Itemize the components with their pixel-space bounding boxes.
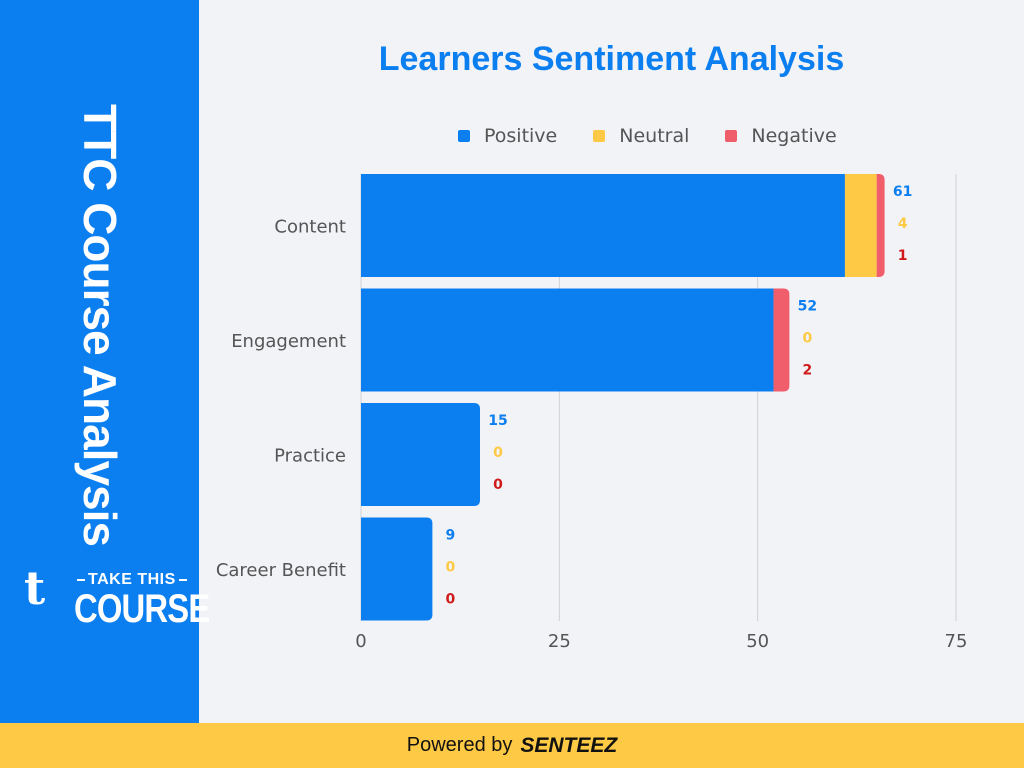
value-label-content-negative: 1 xyxy=(898,248,908,264)
value-label-career-benefit-neutral: 0 xyxy=(446,560,456,576)
value-label-practice-positive: 15 xyxy=(488,413,507,429)
take-this-course-logo[interactable]: t TAKE THIS COURSE xyxy=(24,561,210,635)
legend-swatch-positive xyxy=(458,130,470,142)
x-tick-label-0: 0 xyxy=(355,631,366,652)
bar-content-neutral[interactable] xyxy=(844,174,877,277)
bar-engagement-positive[interactable] xyxy=(361,288,774,392)
value-label-content-neutral: 4 xyxy=(898,216,908,232)
legend-swatch-neutral xyxy=(593,130,606,142)
bar-content-negative[interactable] xyxy=(876,174,885,277)
footer-powered-by: Powered by xyxy=(406,734,513,756)
legend-item-negative[interactable]: Negative xyxy=(725,125,837,147)
legend-swatch-negative xyxy=(725,130,738,142)
legend-label-negative: Negative xyxy=(751,125,837,147)
value-label-engagement-negative: 2 xyxy=(803,363,813,379)
value-label-engagement-neutral: 0 xyxy=(803,331,813,347)
value-label-career-benefit-negative: 0 xyxy=(446,592,456,608)
value-label-career-benefit-positive: 9 xyxy=(446,528,456,544)
value-label-engagement-positive: 52 xyxy=(798,299,817,315)
value-label-practice-negative: 0 xyxy=(493,477,503,493)
logo-course: COURSE xyxy=(74,587,210,631)
y-label-engagement: Engagement xyxy=(231,331,346,352)
bar-engagement-negative[interactable] xyxy=(773,288,790,392)
bar-content-positive[interactable] xyxy=(361,174,845,277)
legend-item-positive[interactable]: Positive xyxy=(458,125,557,147)
x-tick-label-50: 50 xyxy=(746,631,769,652)
sidebar: TTC Course Analysis t TAKE THIS COURSE xyxy=(0,0,210,768)
y-label-practice: Practice xyxy=(274,446,346,467)
value-label-practice-neutral: 0 xyxy=(493,445,503,461)
legend-label-neutral: Neutral xyxy=(619,125,690,147)
legend-item-neutral[interactable]: Neutral xyxy=(593,125,689,147)
legend-label-positive: Positive xyxy=(484,125,558,147)
chart-title: Learners Sentiment Analysis xyxy=(378,40,845,78)
bar-practice-positive[interactable] xyxy=(361,403,480,506)
y-label-career-benefit: Career Benefit xyxy=(216,560,346,581)
y-label-content: Content xyxy=(274,217,346,238)
chart-legend: Positive Neutral Negative xyxy=(458,125,873,147)
x-tick-label-75: 75 xyxy=(945,631,968,652)
bar-career-benefit-positive[interactable] xyxy=(361,517,433,621)
footer-bar: Powered by SENTEEZ xyxy=(0,723,1024,768)
x-tick-label-25: 25 xyxy=(548,631,571,652)
value-label-content-positive: 61 xyxy=(893,184,912,200)
logo-mark: t xyxy=(24,561,46,615)
logo-take-this: TAKE THIS xyxy=(74,571,190,589)
footer-brand[interactable]: SENTEEZ xyxy=(520,733,618,757)
